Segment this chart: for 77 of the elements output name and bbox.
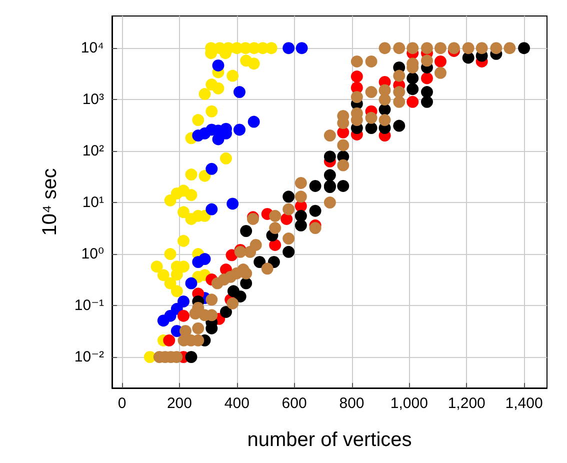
point — [192, 114, 204, 126]
point — [157, 314, 170, 327]
y-tick-label: 10⁰ — [81, 246, 104, 263]
point — [178, 295, 190, 308]
point — [248, 116, 260, 128]
point — [185, 351, 198, 363]
point — [240, 225, 252, 238]
point — [324, 169, 336, 182]
point — [240, 277, 252, 290]
point — [233, 124, 246, 136]
point — [150, 260, 163, 273]
point — [518, 42, 530, 54]
point — [226, 198, 239, 210]
point — [198, 253, 211, 266]
y-tick-label: 10³ — [82, 91, 104, 108]
y-tick-label: 10² — [82, 142, 104, 160]
x-tick-label: 200 — [166, 395, 192, 412]
x-tick-label: 400 — [224, 395, 250, 412]
x-axis-title: number of vertices — [247, 429, 412, 451]
point — [365, 122, 378, 134]
point — [206, 105, 218, 118]
point — [309, 204, 322, 217]
point — [178, 206, 190, 218]
y-tick-label: 10⁴ — [80, 40, 104, 57]
x-tick-label: 1,000 — [390, 395, 428, 412]
point — [269, 238, 282, 251]
x-tick-label: 1,200 — [448, 395, 486, 412]
point — [350, 70, 363, 83]
y-tick-label: 10⁻¹ — [74, 297, 104, 314]
point — [420, 86, 433, 98]
point — [296, 42, 308, 54]
point — [170, 285, 183, 298]
point — [420, 96, 433, 108]
point — [248, 58, 260, 70]
y-axis-title: 10⁴ sec — [39, 168, 61, 236]
x-tick-label: 0 — [118, 395, 126, 412]
point — [185, 189, 198, 202]
point — [164, 277, 176, 290]
point — [178, 310, 190, 322]
point — [185, 277, 198, 290]
point — [406, 83, 419, 96]
point — [185, 168, 198, 181]
point — [220, 306, 232, 318]
point — [178, 234, 190, 247]
point — [393, 120, 406, 132]
x-tick-label: 1,400 — [505, 395, 543, 412]
point — [212, 82, 224, 94]
point — [157, 269, 170, 282]
point — [280, 212, 293, 225]
point — [282, 190, 295, 203]
x-tick-label: 600 — [282, 395, 307, 412]
point — [406, 96, 419, 108]
x-tick-label: 800 — [339, 395, 364, 412]
y-tick-label: 10⁻² — [74, 348, 104, 366]
point — [337, 180, 350, 192]
point — [220, 152, 232, 164]
point — [206, 203, 218, 216]
point — [226, 70, 239, 82]
point — [420, 72, 433, 84]
point — [406, 72, 419, 84]
point — [309, 180, 322, 192]
point — [206, 162, 218, 175]
y-tick-label: 10¹ — [82, 194, 104, 212]
point — [324, 150, 336, 163]
point — [294, 219, 307, 232]
point — [198, 170, 211, 182]
point — [282, 246, 295, 258]
point — [282, 42, 295, 54]
point — [434, 55, 446, 68]
point — [254, 256, 266, 268]
point — [198, 88, 211, 100]
point — [164, 248, 176, 260]
point — [163, 334, 176, 346]
point — [212, 59, 224, 72]
point — [164, 194, 176, 206]
point — [233, 86, 246, 98]
point — [227, 285, 240, 298]
